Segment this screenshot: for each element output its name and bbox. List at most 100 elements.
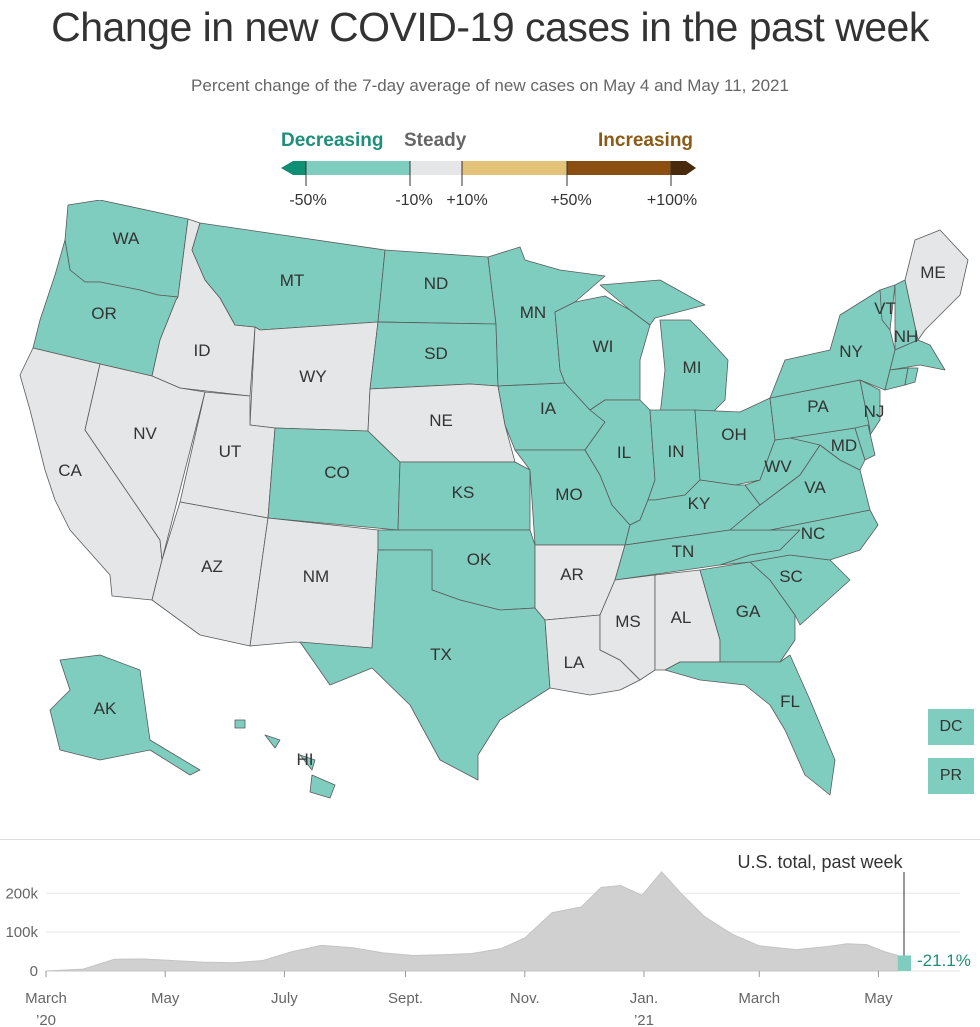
y-tick-label: 0: [30, 963, 38, 980]
state-label-DC: DC: [939, 718, 963, 735]
legend-increasing-label: Increasing: [598, 130, 694, 151]
x-tick-year: ’20: [36, 1012, 56, 1027]
state-label-WY: WY: [299, 367, 326, 386]
state-label-LA: LA: [564, 653, 585, 672]
state-label-MD: MD: [831, 436, 857, 455]
x-tick-label: July: [271, 990, 298, 1007]
state-label-SD: SD: [424, 344, 448, 363]
annotation-value: -21.1%: [917, 951, 971, 970]
legend-tick: +50%: [550, 192, 592, 209]
state-label-CA: CA: [58, 461, 82, 480]
legend-swatch-increase-light: [462, 161, 567, 175]
state-label-IA: IA: [540, 399, 557, 418]
x-tick-label: March: [25, 990, 67, 1007]
state-label-NV: NV: [133, 424, 157, 443]
us-map: WA OR CA ID NV MT WY UT AZ CO NM ND SD NE KS OK TX MN IA MO…: [19, 200, 969, 799]
state-KY[interactable]: [624, 479, 761, 546]
legend-swatch-decrease: [306, 161, 410, 175]
state-label-KY: KY: [688, 494, 711, 513]
state-box-PR[interactable]: PR: [927, 757, 975, 795]
state-box-DC[interactable]: DC: [927, 708, 975, 746]
state-label-IL: IL: [617, 443, 631, 462]
x-tick-label: Nov.: [510, 990, 540, 1007]
legend-decreasing-label: Decreasing: [281, 130, 384, 151]
state-NE[interactable]: [367, 383, 516, 463]
state-label-MO: MO: [555, 485, 582, 504]
y-tick-label: 200k: [5, 885, 38, 902]
state-DE[interactable]: [854, 424, 876, 461]
state-label-ID: ID: [194, 341, 211, 360]
state-label-VA: VA: [804, 478, 826, 497]
state-label-MI: MI: [683, 358, 702, 377]
legend-steady-label: Steady: [404, 130, 467, 151]
annotation-label: U.S. total, past week: [737, 852, 903, 872]
state-TX[interactable]: [299, 549, 551, 781]
state-MI[interactable]: [599, 279, 729, 416]
state-label-AL: AL: [671, 608, 692, 627]
state-label-AK: AK: [94, 699, 117, 718]
state-WI[interactable]: [554, 295, 651, 411]
cases-area: [45, 871, 899, 972]
chart-subtitle: Percent change of the 7-day average of n…: [191, 76, 789, 95]
state-label-AR: AR: [560, 565, 584, 584]
state-label-UT: UT: [219, 442, 242, 461]
state-label-AZ: AZ: [201, 557, 223, 576]
state-label-WI: WI: [593, 337, 614, 356]
state-label-MN: MN: [520, 303, 546, 322]
state-label-NC: NC: [801, 524, 826, 543]
state-label-OR: OR: [91, 304, 117, 323]
legend-tick: -10%: [395, 192, 433, 209]
x-tick-label: Sept.: [388, 990, 423, 1007]
state-NV[interactable]: [84, 363, 206, 561]
state-RI[interactable]: [904, 367, 919, 386]
state-label-TN: TN: [672, 542, 695, 561]
state-label-ME: ME: [920, 263, 946, 282]
legend-swatch-strong-decrease: [281, 161, 306, 175]
y-tick-label: 100k: [5, 924, 38, 941]
chart-title: Change in new COVID-19 cases in the past…: [51, 4, 929, 50]
x-tick-label: Jan.: [630, 990, 658, 1007]
state-label-HI: HI: [297, 750, 314, 769]
state-KS[interactable]: [397, 461, 531, 531]
state-AK[interactable]: [49, 654, 201, 776]
past-week-bar: [898, 955, 911, 971]
state-label-NE: NE: [429, 411, 453, 430]
state-label-VT: VT: [874, 299, 896, 318]
state-label-MS: MS: [615, 612, 641, 631]
x-tick-label: May: [864, 990, 893, 1007]
state-label-ND: ND: [424, 274, 449, 293]
state-ME[interactable]: [904, 229, 969, 341]
section-divider: [0, 839, 980, 840]
state-label-PR: PR: [939, 767, 963, 784]
state-label-TX: TX: [430, 645, 452, 664]
state-label-OH: OH: [721, 425, 747, 444]
state-label-SC: SC: [779, 567, 803, 586]
state-label-NJ: NJ: [864, 402, 885, 421]
legend-swatch-increase: [567, 161, 671, 175]
state-label-NM: NM: [303, 567, 329, 586]
x-tick-label: May: [151, 990, 180, 1007]
state-HI[interactable]: [234, 719, 336, 799]
state-label-MT: MT: [280, 271, 305, 290]
state-label-NY: NY: [839, 342, 863, 361]
legend-tick: -50%: [289, 192, 327, 209]
state-label-OK: OK: [467, 550, 492, 569]
x-tick-label: March: [738, 990, 780, 1007]
state-label-CO: CO: [324, 463, 350, 482]
state-VT[interactable]: [879, 284, 896, 331]
legend-tick: +10%: [446, 192, 488, 209]
legend-swatch-steady: [410, 161, 462, 175]
state-label-WA: WA: [113, 229, 140, 248]
state-label-IN: IN: [668, 442, 685, 461]
state-label-FL: FL: [780, 692, 800, 711]
legend-swatch-strong-increase: [671, 161, 696, 175]
state-label-PA: PA: [807, 397, 829, 416]
x-tick-year: ’21: [634, 1012, 654, 1027]
state-label-NH: NH: [894, 327, 919, 346]
legend-tick: +100%: [646, 192, 698, 209]
state-label-WV: WV: [764, 457, 792, 476]
state-FL[interactable]: [664, 654, 836, 796]
state-NJ[interactable]: [859, 379, 881, 436]
cases-area-chart: U.S. total, past week -21.1% 200k 100k 0 M…: [5, 852, 971, 1027]
state-label-GA: GA: [736, 602, 761, 621]
